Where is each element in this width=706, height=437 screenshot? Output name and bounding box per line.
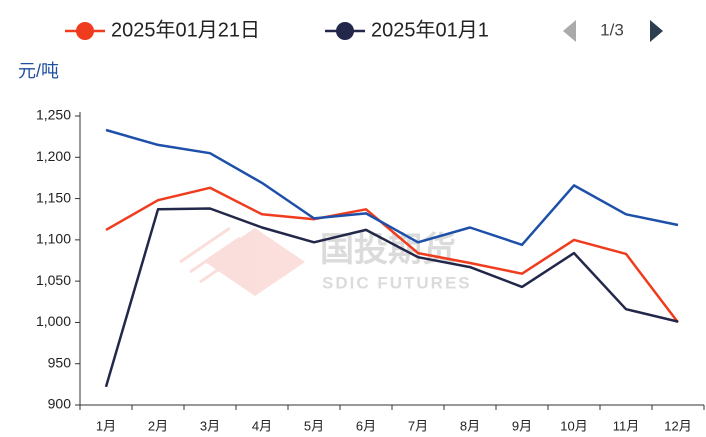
x-tick-label: 4月: [252, 418, 272, 433]
x-tick-label: 5月: [304, 418, 324, 433]
watermark-subtitle: SDIC FUTURES: [322, 273, 472, 292]
x-tick-label: 3月: [200, 418, 220, 433]
y-tick-label: 1,150: [36, 189, 71, 205]
y-tick-label: 900: [48, 396, 72, 412]
legend-prev[interactable]: [563, 20, 576, 42]
y-tick-label: 1,200: [36, 148, 71, 164]
y-tick-label: 1,250: [36, 107, 71, 123]
legend-page: 1/3: [600, 20, 624, 39]
x-tick-label: 11月: [613, 418, 640, 433]
series-line: [105, 128, 679, 247]
x-tick-label: 7月: [408, 418, 428, 433]
watermark: [179, 226, 305, 296]
x-tick-label: 1月: [96, 418, 116, 433]
legend-marker: [336, 22, 354, 40]
x-tick-label: 8月: [460, 418, 480, 433]
series-line: [104, 207, 679, 388]
y-tick-label: 1,050: [36, 272, 71, 288]
x-tick-label: 12月: [664, 418, 691, 433]
legend-label: 2025年01月1: [371, 18, 489, 41]
y-tick-label: 950: [48, 354, 72, 370]
legend-marker: [76, 22, 94, 40]
legend-next[interactable]: [650, 20, 663, 42]
x-tick-label: 6月: [356, 418, 376, 433]
x-tick-label: 10月: [560, 418, 587, 433]
y-tick-label: 1,100: [36, 231, 71, 247]
x-tick-label: 2月: [148, 418, 168, 433]
unit-label: 元/吨: [18, 61, 59, 81]
y-tick-label: 1,000: [36, 313, 71, 329]
legend-label: 2025年01月21日: [111, 18, 260, 41]
x-tick-label: 9月: [512, 418, 532, 433]
series-line: [105, 186, 679, 324]
